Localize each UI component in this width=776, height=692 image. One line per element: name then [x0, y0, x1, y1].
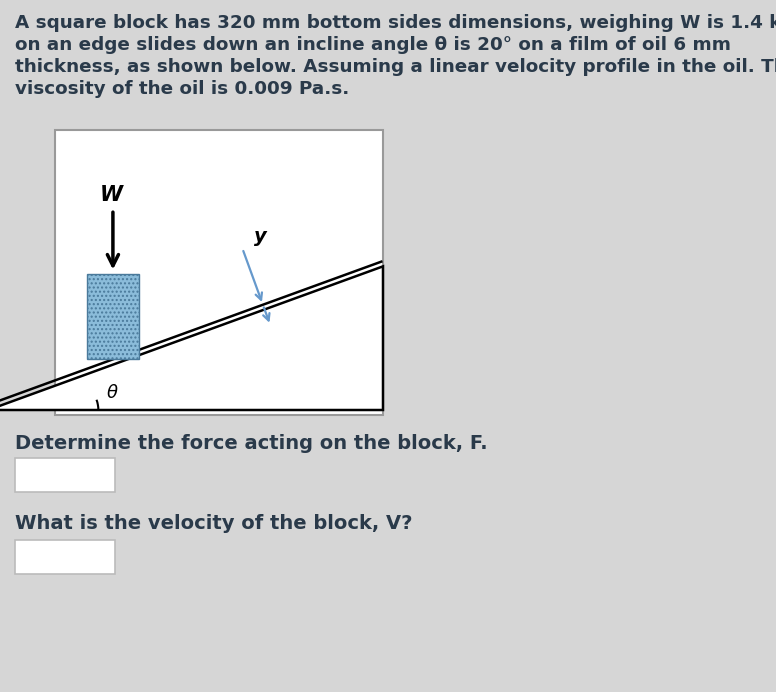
Text: y: y — [255, 228, 267, 246]
Text: θ: θ — [106, 384, 117, 402]
Text: viscosity of the oil is 0.009 Pa.s.: viscosity of the oil is 0.009 Pa.s. — [15, 80, 349, 98]
Bar — [55, 130, 383, 415]
Text: A square block has 320 mm bottom sides dimensions, weighing W is 1.4 kN: A square block has 320 mm bottom sides d… — [15, 14, 776, 32]
Text: Determine the force acting on the block, F.: Determine the force acting on the block,… — [15, 434, 487, 453]
Polygon shape — [0, 266, 383, 410]
Bar — [15, 458, 115, 492]
Text: thickness, as shown below. Assuming a linear velocity profile in the oil. The: thickness, as shown below. Assuming a li… — [15, 58, 776, 76]
Bar — [15, 540, 115, 574]
Text: What is the velocity of the block, V?: What is the velocity of the block, V? — [15, 514, 413, 533]
Text: on an edge slides down an incline angle θ is 20° on a film of oil 6 mm: on an edge slides down an incline angle … — [15, 36, 731, 54]
Text: W: W — [99, 185, 123, 206]
Polygon shape — [87, 274, 139, 359]
